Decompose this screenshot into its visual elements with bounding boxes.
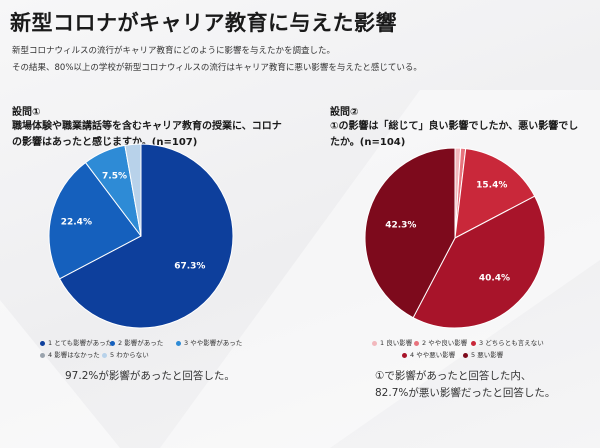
- pie1-legend-label-2: 2 影響があった: [118, 339, 164, 347]
- summary-question-1: 97.2%が影響があったと回答した。: [65, 370, 235, 382]
- pie1-data-label-2: 22.4%: [61, 218, 92, 228]
- pie2-legend-item-1: 1 良い影響: [372, 337, 412, 347]
- description-line-1: 新型コロナウィルスの流行がキャリア教育にどのように影響を与えたかを調査した。: [12, 46, 336, 56]
- pie1-data-label-1: 67.3%: [174, 261, 205, 271]
- pie1-legend-swatch-4: [40, 352, 45, 358]
- pie1-legend-swatch-5: [102, 352, 107, 358]
- pie1-legend-label-3: 3 やや影響があった: [184, 339, 243, 347]
- pie1-legend-item-5: 5 わからない: [102, 349, 149, 359]
- pie2-data-label-5: 42.3%: [385, 221, 416, 231]
- pie1-legend-label-5: 5 わからない: [110, 351, 149, 359]
- pie1-legend-label-4: 4 影響はなかった: [48, 351, 100, 359]
- pie1-data-label-3: 7.5%: [102, 171, 127, 181]
- pie2-legend-swatch-1: [372, 340, 377, 346]
- summary-question-2-line-2: 82.7%が悪い影響だったと回答した。: [375, 387, 556, 399]
- question-1-text: 職場体験や職業講話等を含むキャリア教育の授業に、コロナの影響はあったと感じますか…: [12, 121, 282, 148]
- pie2-slice-4: [412, 195, 546, 329]
- pie1-slice-1: [58, 143, 234, 329]
- question-2-label: 設問②: [330, 107, 359, 118]
- summary-question-2: ①で影響があったと回答した内、 82.7%が悪い影響だったと回答した。: [375, 368, 555, 402]
- pie1-slice-5: [124, 143, 142, 237]
- pie1-legend-swatch-3: [176, 340, 181, 346]
- pie2-legend-item-4: 4 やや悪い影響: [402, 349, 455, 359]
- pie2-data-label-4: 40.4%: [479, 273, 510, 283]
- pie2-legend-swatch-5: [463, 352, 468, 358]
- pie2-legend-swatch-4: [402, 352, 407, 358]
- page-title: 新型コロナがキャリア教育に与えた影響: [10, 11, 397, 35]
- pie2-legend-label-5: 5 悪い影響: [471, 351, 504, 359]
- pie2-legend-item-5: 5 悪い影響: [463, 349, 503, 359]
- pie1-legend-swatch-1: [40, 340, 45, 346]
- pie2-slice-5: [364, 147, 456, 319]
- question-1-label: 設問①: [12, 107, 41, 118]
- summary-question-2-line-1: ①で影響があったと回答した内、: [375, 370, 532, 382]
- pie1-legend-item-4: 4 影響はなかった: [40, 349, 100, 359]
- pie2-legend-swatch-3: [471, 340, 476, 346]
- pie2-data-label-3: 15.4%: [476, 181, 507, 191]
- description-line-2: その結果、80%以上の学校が新型コロナウィルスの流行はキャリア教育に悪い影響を与…: [12, 63, 422, 73]
- question-2-text: ①の影響は「総じて」良い影響でしたか、悪い影響でしたか。(n=104): [330, 121, 579, 148]
- pie2-legend-label-4: 4 やや悪い影響: [410, 351, 456, 359]
- pie2-slice-3: [454, 148, 536, 239]
- pie1-legend-item-1: 1 とても影響があった: [40, 337, 112, 347]
- pie2-legend-label-2: 2 やや良い影響: [422, 339, 468, 347]
- pie1-legend-swatch-2: [110, 340, 115, 346]
- pie1-legend-item-2: 2 影響があった: [110, 337, 163, 347]
- pie2-legend-item-2: 2 やや良い影響: [414, 337, 467, 347]
- pie2-legend-label-1: 1 良い影響: [380, 339, 413, 347]
- pie1-slice-2: [48, 161, 142, 280]
- pie1-legend-item-3: 3 やや影響があった: [176, 337, 242, 347]
- pie2-legend-label-3: 3 どちらとも言えない: [479, 339, 544, 347]
- pie2-legend-item-3: 3 どちらとも言えない: [471, 337, 544, 347]
- pie1-legend-label-1: 1 とても影響があった: [48, 339, 113, 347]
- pie2-legend-swatch-2: [414, 340, 419, 346]
